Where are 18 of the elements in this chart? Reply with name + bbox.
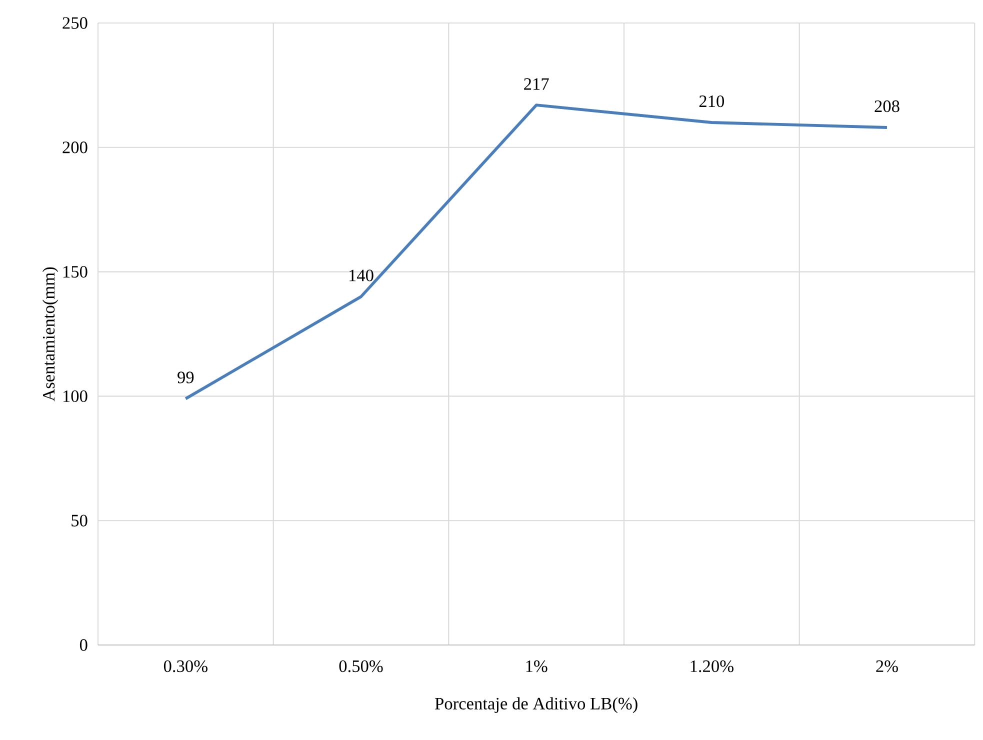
- y-axis-title: Asentamiento(mm): [42, 267, 58, 402]
- y-tick-label: 0: [80, 639, 88, 651]
- x-tick-label: 1.20%: [690, 660, 734, 672]
- data-label: 99: [178, 372, 194, 384]
- data-label: 210: [699, 95, 724, 108]
- data-label: 208: [874, 100, 900, 112]
- y-tick-label: 250: [62, 17, 88, 29]
- x-tick-label: 0.30%: [164, 660, 208, 672]
- data-label: 140: [350, 270, 374, 282]
- y-tick-label: 100: [63, 390, 88, 402]
- y-tick-label: 50: [72, 514, 88, 526]
- x-tick-label: 2%: [876, 660, 898, 672]
- y-tick-label: 150: [63, 266, 88, 278]
- x-axis-title: Porcentaje de Aditivo LB(%): [435, 697, 638, 714]
- x-tick-label: 0.50%: [339, 660, 383, 672]
- data-label: 217: [524, 78, 549, 90]
- x-tick-label: 1%: [526, 660, 548, 672]
- y-tick-label: 200: [62, 142, 88, 154]
